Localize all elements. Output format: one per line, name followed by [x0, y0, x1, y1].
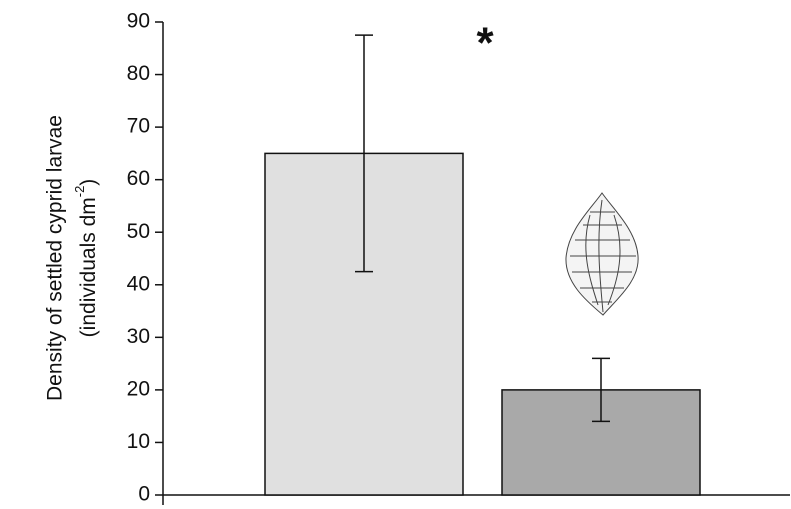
y-tick-label: 80	[127, 62, 150, 85]
y-tick-label: 40	[127, 272, 150, 295]
y-axis-label-superscript: -2	[72, 186, 87, 198]
y-tick-label: 10	[127, 430, 150, 453]
y-axis-label-part: )	[77, 179, 100, 186]
y-axis-label: Density of settled cyprid larvae	[44, 115, 67, 401]
y-tick-label: 50	[127, 220, 150, 243]
significance-annotation: *	[476, 19, 494, 68]
y-tick-label: 0	[138, 483, 150, 506]
y-tick-label: 30	[127, 325, 150, 348]
shell-illustration	[566, 193, 638, 315]
chart: Density of settled cyprid larvae (indivi…	[0, 0, 791, 509]
y-tick-label: 90	[127, 10, 150, 33]
y-tick-label: 70	[127, 115, 150, 138]
y-axis-label-part: (individuals dm	[77, 197, 100, 337]
y-axis-label: (individuals dm-2)	[72, 179, 99, 338]
y-tick-label: 60	[127, 167, 150, 190]
y-tick-label: 20	[127, 377, 150, 400]
